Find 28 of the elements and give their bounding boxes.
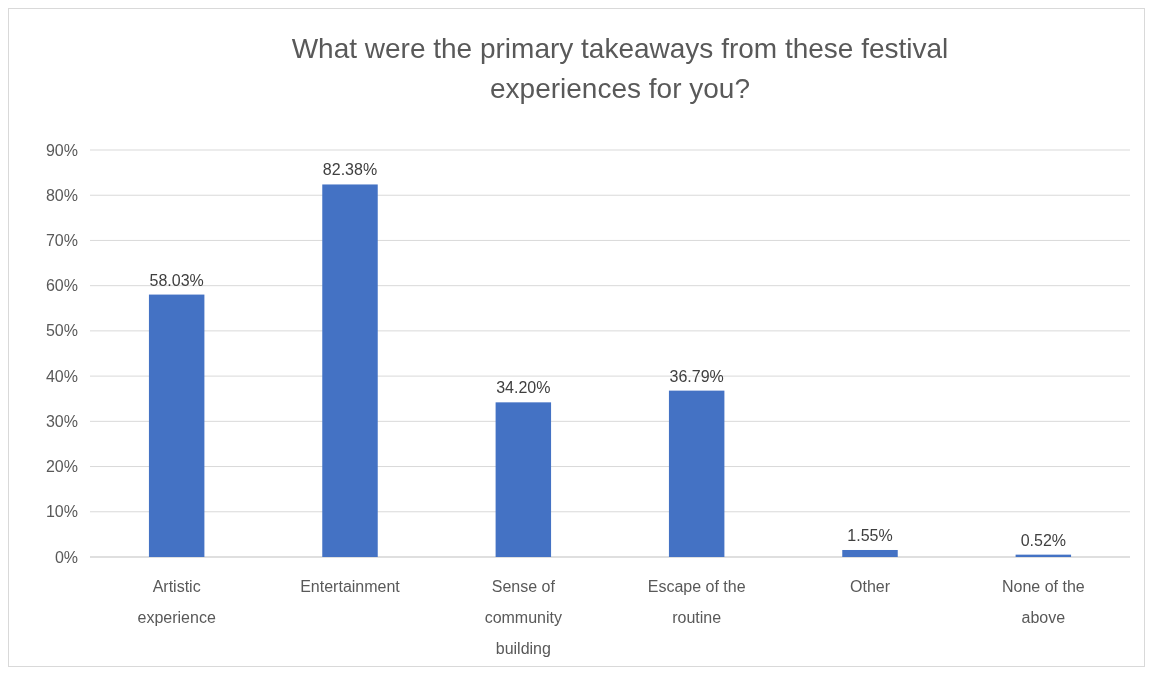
y-tick-label: 80% — [45, 186, 78, 204]
y-tick-label: 20% — [45, 458, 78, 476]
y-tick-label: 70% — [45, 232, 78, 250]
bar — [668, 390, 725, 557]
y-tick-label: 40% — [45, 367, 78, 385]
y-tick-label: 0% — [54, 548, 78, 566]
bar — [495, 402, 552, 557]
data-label: 34.20% — [496, 379, 551, 397]
x-tick-label: Escape of the routine — [647, 578, 746, 626]
y-tick-label: 10% — [45, 503, 78, 521]
x-tick-label: Sense of community building — [484, 578, 563, 657]
y-tick-label: 90% — [45, 141, 78, 159]
x-tick-label: None of the above — [1001, 578, 1085, 626]
x-tick-label: Other — [849, 578, 891, 595]
bar — [148, 294, 205, 557]
x-tick-label: Entertainment — [300, 578, 401, 595]
data-label: 1.55% — [847, 526, 893, 544]
bar — [842, 549, 898, 557]
bar — [322, 184, 378, 557]
y-tick-label: 60% — [45, 277, 78, 295]
data-label: 82.38% — [322, 161, 378, 179]
y-tick-label: 50% — [45, 322, 78, 340]
data-label: 0.52% — [1020, 531, 1067, 549]
data-label: 36.79% — [669, 367, 724, 385]
chart-title: What were the primary takeaways from these festival experiences for you? — [291, 33, 949, 104]
x-tick-label: Artistic experience — [137, 578, 216, 626]
data-label: 58.03% — [149, 271, 204, 289]
y-tick-label: 30% — [45, 412, 78, 430]
